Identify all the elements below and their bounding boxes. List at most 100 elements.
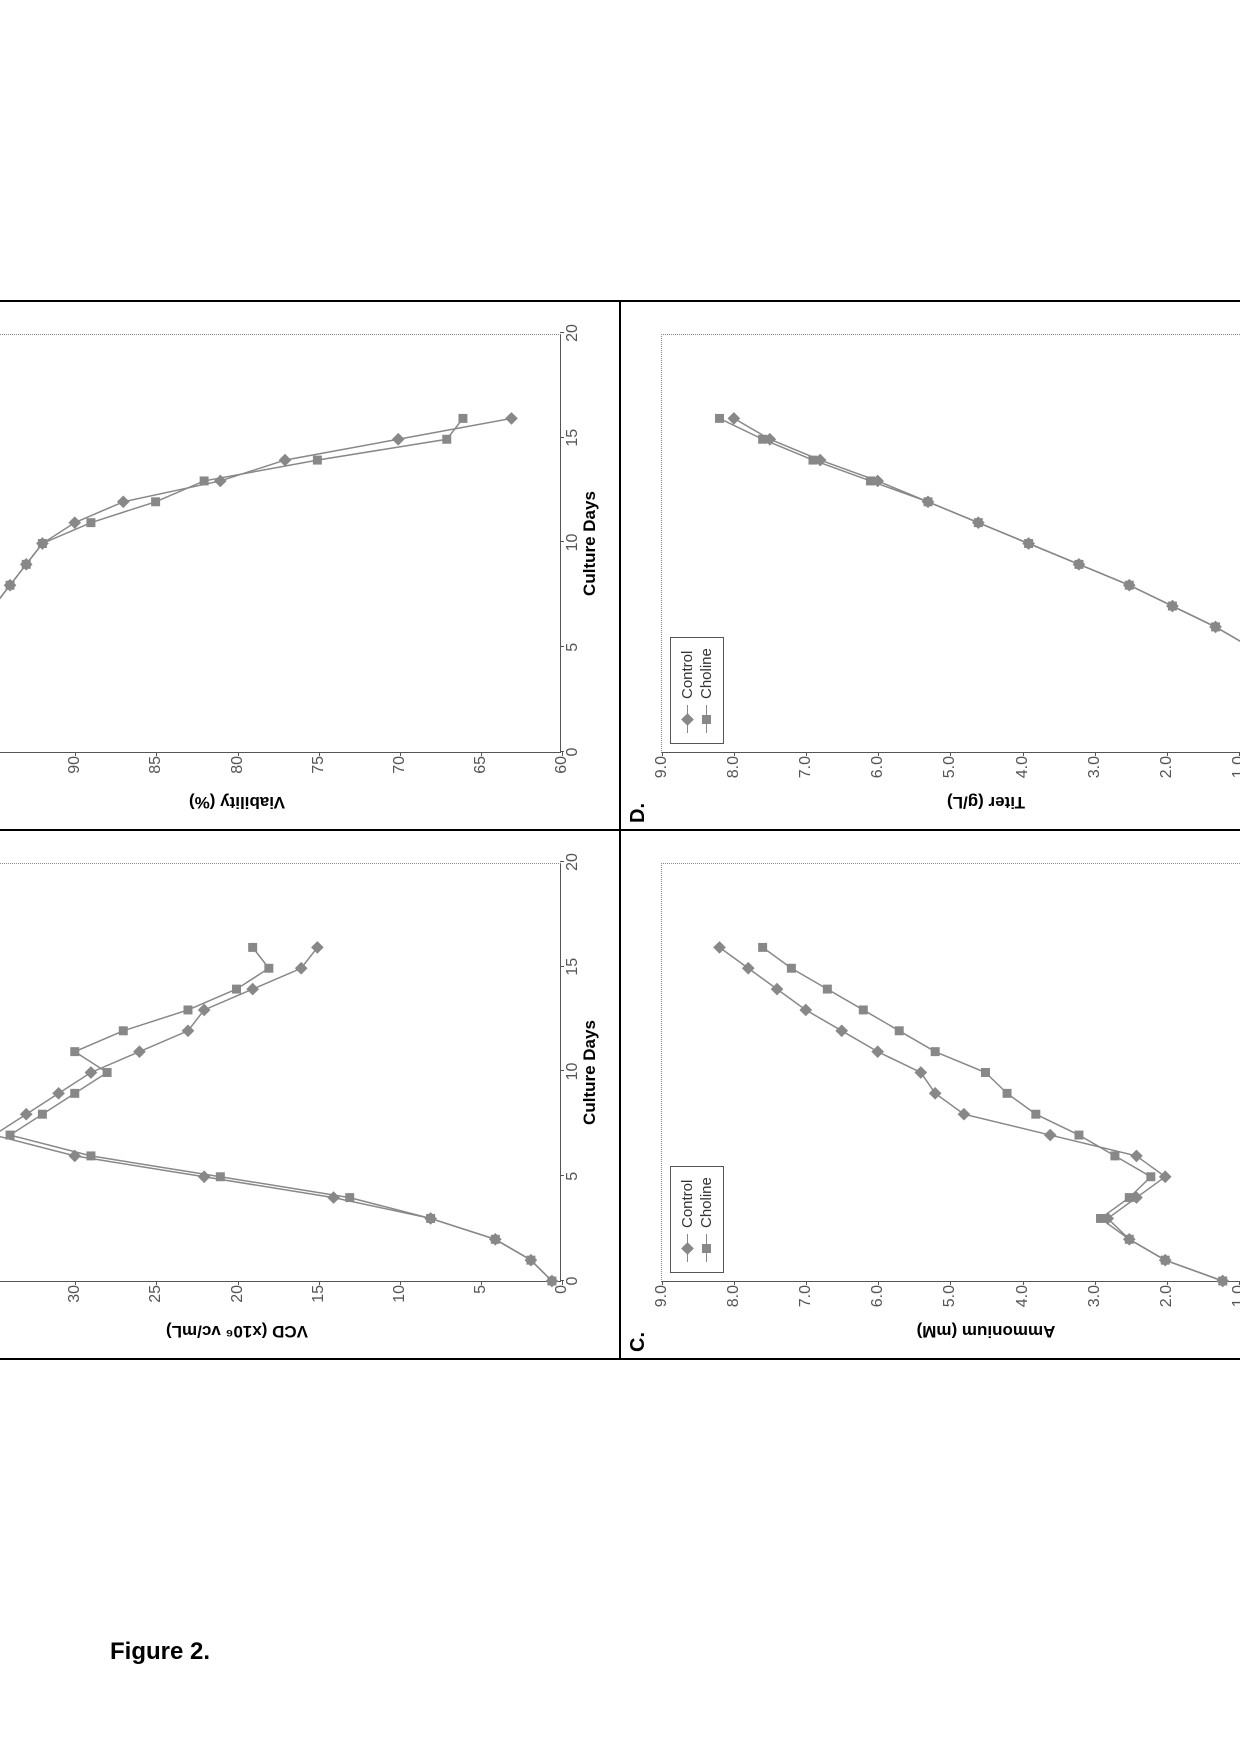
legend-line-icon — [706, 1234, 708, 1262]
series-marker-choline — [70, 1047, 79, 1056]
series-marker-control — [85, 1066, 98, 1079]
legend-label: Control — [679, 651, 696, 699]
series-marker-control — [295, 962, 308, 975]
legend-row-choline: Choline — [698, 648, 715, 733]
xtick-label: 5 — [560, 643, 582, 652]
panel-label-C: C. — [627, 1332, 650, 1352]
chart-C: 0.01.02.03.04.05.06.07.08.09.005101520Cu… — [651, 845, 1240, 1344]
series-marker-choline — [1003, 1089, 1012, 1098]
series-svg — [0, 335, 560, 752]
y-axis-title: Ammonium (mM) — [916, 1321, 1055, 1341]
series-marker-choline — [232, 985, 241, 994]
legend-line-icon — [687, 705, 689, 733]
ytick-mark — [1095, 1281, 1096, 1285]
series-line-control — [0, 418, 511, 752]
ytick-mark — [806, 752, 807, 756]
ytick-mark — [400, 752, 401, 756]
ytick-label: 95 — [0, 752, 3, 774]
x-axis-title: Culture Days — [580, 1020, 600, 1125]
ytick-mark — [734, 1281, 735, 1285]
series-marker-choline — [1146, 1172, 1155, 1181]
series-line-choline — [0, 418, 463, 752]
series-marker-choline — [6, 1131, 15, 1140]
panel-label-D: D. — [627, 803, 650, 823]
series-marker-choline — [1125, 1235, 1134, 1244]
ytick-mark — [806, 1281, 807, 1285]
ytick-mark — [238, 1281, 239, 1285]
xtick-mark — [560, 1280, 564, 1281]
series-marker-choline — [183, 1005, 192, 1014]
series-marker-choline — [426, 1214, 435, 1223]
series-marker-choline — [1125, 1193, 1134, 1202]
panel-C: C. 0.01.02.03.04.05.06.07.08.09.00510152… — [620, 830, 1240, 1359]
series-marker-choline — [866, 476, 875, 485]
series-marker-choline — [38, 1110, 47, 1119]
ytick-mark — [950, 1281, 951, 1285]
series-marker-control — [133, 1045, 146, 1058]
ytick-mark — [319, 1281, 320, 1285]
legend-row-choline: Choline — [698, 1177, 715, 1262]
series-marker-control — [1044, 1129, 1057, 1142]
series-marker-control — [929, 1087, 942, 1100]
ytick-mark — [156, 1281, 157, 1285]
series-marker-choline — [1125, 581, 1134, 590]
ytick-label: 35 — [0, 1281, 3, 1303]
legend-marker-icon — [702, 1244, 711, 1253]
series-marker-choline — [264, 964, 273, 973]
series-marker-choline — [1211, 622, 1220, 631]
panel-D: D. 0.01.02.03.04.05.06.07.08.09.00510152… — [620, 301, 1240, 830]
series-marker-choline — [787, 964, 796, 973]
ytick-mark — [1167, 752, 1168, 756]
series-marker-choline — [86, 1151, 95, 1160]
series-marker-choline — [1161, 1256, 1170, 1265]
panel-A: A. 051015202530354005101520Culture DaysV… — [0, 830, 620, 1359]
series-marker-choline — [758, 435, 767, 444]
series-marker-choline — [38, 539, 47, 548]
chart-D: 0.01.02.03.04.05.06.07.08.09.005101520Cu… — [651, 316, 1240, 815]
series-marker-choline — [119, 1026, 128, 1035]
series-marker-control — [1159, 1170, 1172, 1183]
series-marker-choline — [547, 1277, 556, 1286]
xtick-label: 10 — [560, 534, 582, 552]
chart-B: 606570758085909510005101520Culture DaysV… — [0, 316, 609, 815]
series-marker-control — [246, 983, 259, 996]
series-marker-choline — [974, 518, 983, 527]
legend-label: Choline — [698, 1177, 715, 1228]
legend-label: Control — [679, 1180, 696, 1228]
figure-container: A. 051015202530354005101520Culture DaysV… — [0, 300, 1240, 1360]
series-line-choline — [10, 947, 552, 1281]
x-axis-title: Culture Days — [580, 491, 600, 596]
quad-grid: A. 051015202530354005101520Culture DaysV… — [0, 301, 1240, 1359]
plot-area: 606570758085909510005101520Culture DaysV… — [0, 334, 561, 753]
xtick-mark — [560, 542, 564, 543]
legend-marker-icon — [702, 715, 711, 724]
series-marker-choline — [1218, 1277, 1227, 1286]
series-marker-control — [311, 941, 324, 954]
series-marker-choline — [458, 414, 467, 423]
series-marker-control — [20, 1108, 33, 1121]
xtick-label: 20 — [560, 324, 582, 342]
ytick-mark — [878, 1281, 879, 1285]
ytick-mark — [156, 752, 157, 756]
ytick-mark — [75, 1281, 76, 1285]
series-marker-choline — [1024, 539, 1033, 548]
legend-line-icon — [687, 1234, 689, 1262]
series-marker-choline — [758, 943, 767, 952]
xtick-mark — [560, 332, 564, 333]
series-marker-choline — [70, 1089, 79, 1098]
series-marker-choline — [491, 1235, 500, 1244]
ytick-mark — [878, 752, 879, 756]
series-marker-choline — [86, 518, 95, 527]
ytick-mark — [400, 1281, 401, 1285]
xtick-label: 15 — [560, 958, 582, 976]
xtick-mark — [560, 646, 564, 647]
series-marker-control — [327, 1191, 340, 1204]
legend: ControlCholine — [670, 1166, 724, 1273]
series-line-choline — [763, 947, 1223, 1281]
series-marker-choline — [22, 560, 31, 569]
legend-marker-icon — [681, 713, 694, 726]
xtick-label: 20 — [560, 853, 582, 871]
legend: ControlCholine — [670, 637, 724, 744]
chart-A: 051015202530354005101520Culture DaysVCD … — [0, 845, 609, 1344]
plot-area: 0.01.02.03.04.05.06.07.08.09.005101520Cu… — [661, 334, 1240, 753]
